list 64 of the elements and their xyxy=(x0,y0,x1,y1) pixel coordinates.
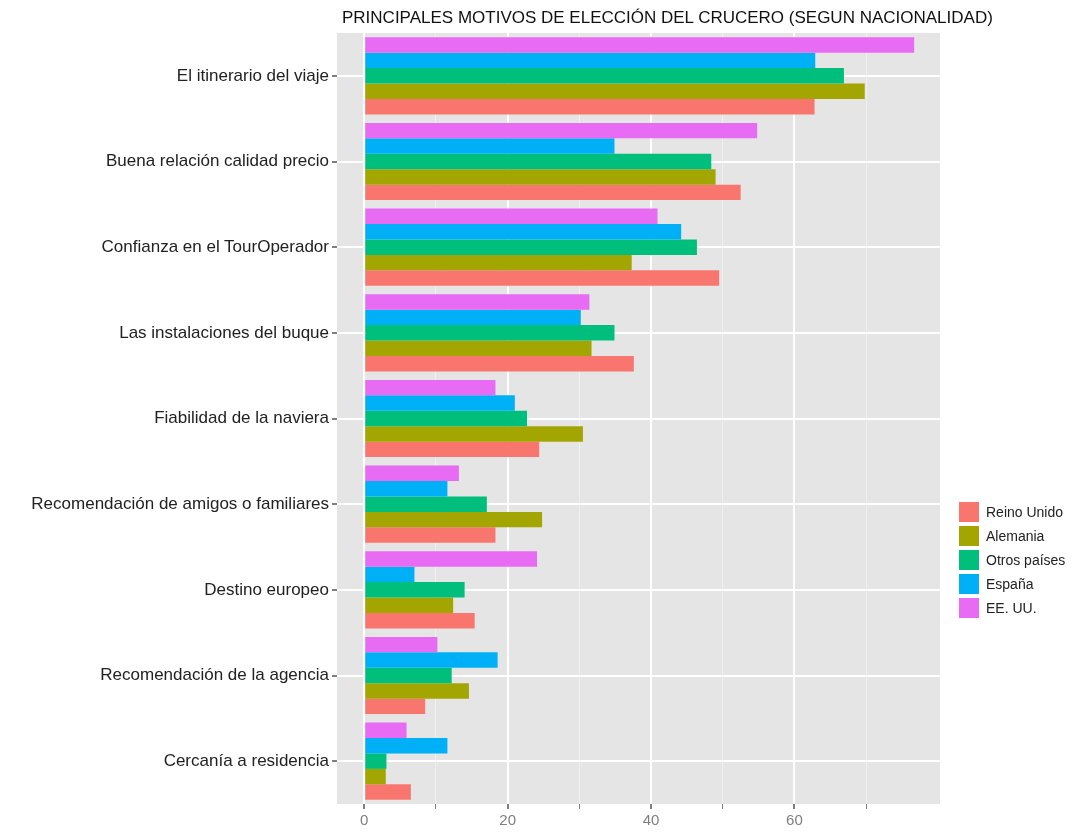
bar xyxy=(365,551,538,567)
bar xyxy=(365,426,583,442)
bar xyxy=(365,753,387,769)
legend-label: EE. UU. xyxy=(986,600,1037,616)
bar xyxy=(365,698,426,715)
bar xyxy=(365,527,496,543)
bar xyxy=(365,239,697,255)
y-tick-label: Confianza en el TourOperador xyxy=(101,236,330,256)
y-tick-label: Recomendación de la agencia xyxy=(100,665,330,685)
bar xyxy=(365,68,844,84)
bar xyxy=(365,37,915,53)
bar xyxy=(365,169,716,185)
bar xyxy=(365,83,865,99)
bar xyxy=(365,597,454,613)
bar xyxy=(365,208,658,225)
bar xyxy=(365,294,590,310)
y-tick-label: Fiabilidad de la naviera xyxy=(154,408,330,428)
bar xyxy=(365,496,487,512)
x-tick-label: 40 xyxy=(642,811,660,829)
bar xyxy=(365,122,758,139)
bar xyxy=(365,481,448,497)
bar xyxy=(365,410,528,427)
bar xyxy=(365,254,632,271)
bar xyxy=(365,184,741,201)
bar xyxy=(365,465,459,482)
x-tick-label: 20 xyxy=(499,811,516,829)
bar xyxy=(365,395,515,411)
bar xyxy=(365,652,498,668)
legend-label: Otros países xyxy=(986,552,1066,568)
y-tick-label: Buena relación calidad precio xyxy=(105,151,329,171)
bar xyxy=(365,738,448,754)
bar xyxy=(365,355,634,372)
bar xyxy=(365,636,438,653)
legend-label: Alemania xyxy=(986,528,1045,544)
bar xyxy=(365,98,815,115)
legend-label: España xyxy=(986,576,1034,592)
chart-title: PRINCIPALES MOTIVOS DE ELECCIÓN DEL CRUCERO (SEGUN NACIONALIDAD) xyxy=(342,8,993,28)
y-tick-label: Las instalaciones del buque xyxy=(119,322,329,342)
bar xyxy=(365,768,386,785)
bar xyxy=(365,722,407,739)
bar xyxy=(365,340,592,356)
x-tick-label: 0 xyxy=(360,811,369,829)
bar xyxy=(365,511,543,528)
y-tick-label: Cercanía a residencia xyxy=(163,750,330,770)
bar xyxy=(365,612,475,629)
bar xyxy=(365,683,469,699)
bar xyxy=(365,667,452,684)
legend-label: Reino Unido xyxy=(986,504,1064,520)
y-tick-label: El itinerario del viaje xyxy=(176,65,329,85)
x-tick-label: 60 xyxy=(786,811,803,829)
bar xyxy=(365,325,615,341)
bar xyxy=(365,441,540,458)
bar xyxy=(365,566,415,583)
bar xyxy=(365,153,712,170)
bar xyxy=(365,270,720,286)
y-tick-label: Recomendación de amigos o familiares xyxy=(31,493,329,513)
bar xyxy=(365,784,411,800)
y-tick-label: Destino europeo xyxy=(204,579,329,599)
bar xyxy=(365,309,581,326)
bar xyxy=(365,224,682,240)
bar xyxy=(365,582,465,598)
bar xyxy=(365,52,816,69)
bar xyxy=(365,379,496,396)
bar xyxy=(365,138,615,154)
